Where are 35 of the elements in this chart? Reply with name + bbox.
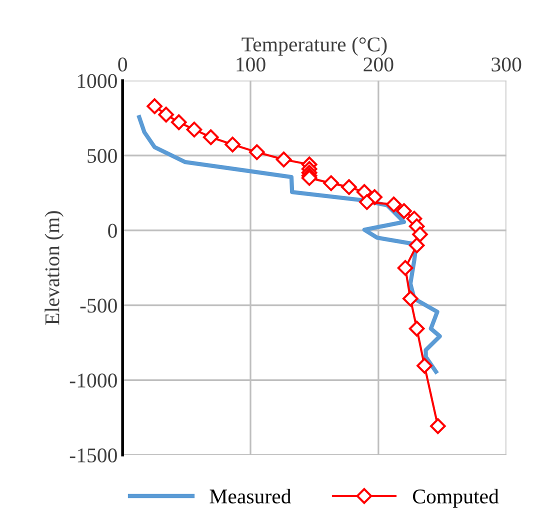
x-tick-label: 300	[492, 57, 522, 72]
point	[146, 98, 162, 114]
line-series	[137, 115, 442, 374]
x-tick-label: 200	[364, 57, 394, 72]
y-tick-label: 1000	[78, 74, 117, 88]
y-tick-label: 0	[108, 224, 117, 238]
legend-label: Measured	[210, 488, 292, 504]
point	[386, 196, 402, 212]
point	[202, 129, 219, 146]
point	[430, 418, 446, 434]
point	[358, 194, 375, 210]
y-tick-label: 500	[88, 148, 117, 163]
point	[323, 175, 340, 192]
point	[402, 290, 418, 307]
y-axis-title: Elevation (m)	[44, 211, 64, 325]
point	[170, 114, 187, 130]
x-tick-label: 0	[118, 57, 128, 72]
point	[276, 152, 292, 168]
x-axis-title: Temperature (°C)	[242, 36, 387, 56]
point	[416, 358, 432, 374]
point	[408, 320, 425, 337]
y-tick-label: -1500	[70, 448, 117, 462]
legend-label: Computed	[413, 488, 499, 508]
point	[397, 260, 414, 276]
point	[341, 179, 357, 195]
point	[158, 106, 174, 123]
y-tick-label: -500	[80, 298, 117, 313]
y-tick-label: -1000	[70, 373, 117, 388]
point	[412, 226, 428, 242]
point	[396, 203, 412, 219]
point	[224, 136, 241, 152]
point	[248, 144, 265, 160]
point	[408, 237, 425, 254]
x-tick-label: 100	[236, 57, 266, 72]
point	[186, 122, 202, 138]
